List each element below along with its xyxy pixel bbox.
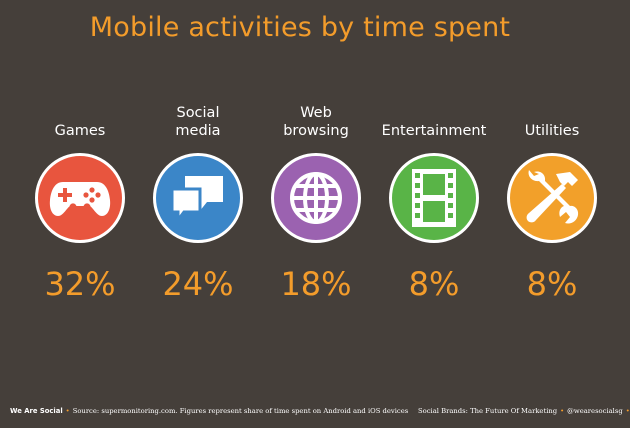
footer-separator: • — [65, 407, 70, 415]
web-browsing-circle — [271, 153, 361, 243]
category-label-web-browsing: Web browsing — [283, 105, 349, 139]
category-label-games: Games — [54, 123, 106, 139]
film-strip-icon — [412, 169, 456, 227]
value-label-games: 32% — [44, 265, 116, 303]
footer-separator: • — [560, 407, 565, 415]
utilities-circle — [507, 153, 597, 243]
value-label-web-browsing: 18% — [280, 265, 352, 303]
footer-left: We Are Social • Source: supermonitoring.co… — [10, 407, 408, 415]
entertainment-circle — [389, 153, 479, 243]
footer-separator: • — [625, 407, 630, 415]
value-label-social-media: 24% — [162, 265, 234, 303]
tools-icon — [526, 170, 579, 224]
value-label-entertainment: 8% — [408, 265, 460, 303]
chart-title: Mobile activities by time spent — [89, 12, 511, 43]
footer-publication: Social Brands: The Future Of Marketing — [418, 407, 558, 415]
globe-icon — [290, 172, 342, 224]
games-circle — [35, 153, 125, 243]
footer-right: Social Brands: The Future Of Marketing • @… — [418, 407, 630, 415]
social-media-circle — [153, 153, 243, 243]
category-label-social-media: Social media — [175, 105, 221, 139]
category-label-utilities: Utilities — [524, 123, 580, 139]
value-label-utilities: 8% — [526, 265, 578, 303]
footer-handle: @wearesocialsg — [567, 407, 623, 415]
footer-source: Source: supermonitoring.com. Figures rep… — [72, 407, 409, 415]
category-label-entertainment: Entertainment — [381, 123, 487, 139]
footer-brand: We Are Social — [10, 407, 63, 415]
chat-bubbles-icon — [170, 176, 223, 224]
gamepad-icon — [49, 182, 111, 216]
